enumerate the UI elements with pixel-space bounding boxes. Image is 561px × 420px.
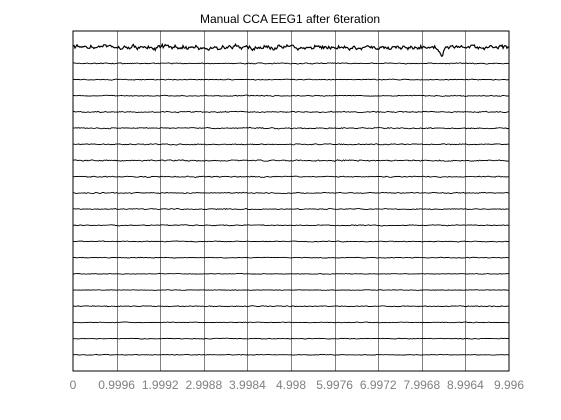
channel-trace-19	[73, 338, 509, 339]
x-tick-label: 2.9988	[185, 378, 222, 392]
x-tick-label: 8.9964	[447, 378, 484, 392]
x-tick-label: 5.9976	[316, 378, 353, 392]
x-tick-label: 4.998	[276, 378, 306, 392]
x-tick-label: 0	[70, 378, 77, 392]
x-tick-label: 6.9972	[360, 378, 397, 392]
x-tick-label: 1.9992	[142, 378, 179, 392]
chart-title: Manual CCA EEG1 after 6teration	[200, 12, 380, 26]
x-tick-label: 0.9996	[98, 378, 135, 392]
x-tick-label: 7.9968	[403, 378, 440, 392]
x-tick-label: 9.996	[494, 378, 524, 392]
x-tick-label: 3.9984	[229, 378, 266, 392]
